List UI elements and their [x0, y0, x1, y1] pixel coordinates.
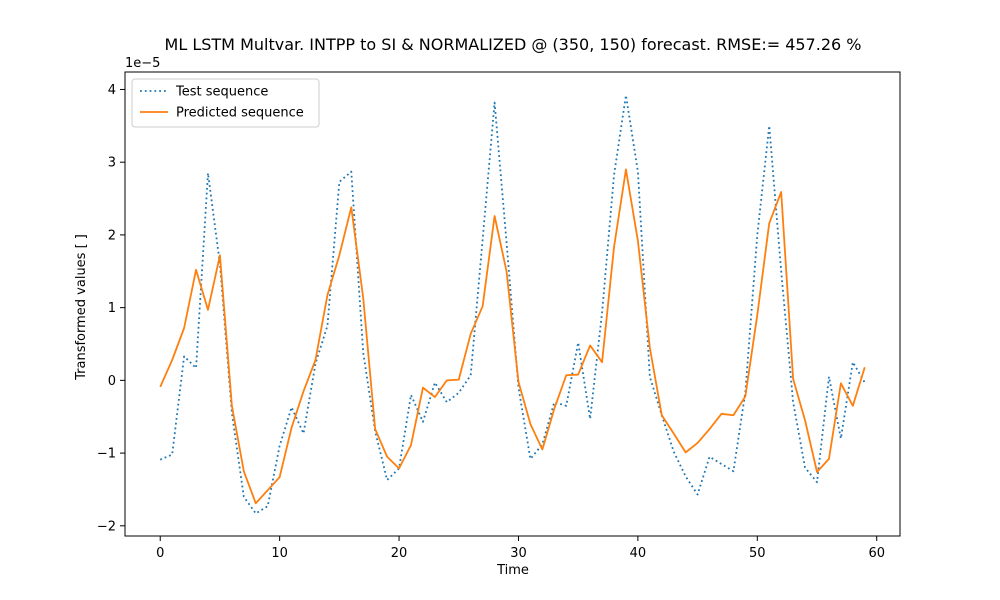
series-group — [159, 94, 866, 515]
y-tick-label: −2 — [97, 519, 116, 534]
x-tick-label: 60 — [868, 546, 885, 561]
series-line-test-sequence — [159, 94, 866, 515]
chart-title: ML LSTM Multvar. INTPP to SI & NORMALIZE… — [165, 35, 862, 54]
series-line-predicted-sequence — [159, 168, 866, 505]
y-tick-label: 4 — [108, 83, 116, 98]
x-tick-label: 0 — [156, 546, 164, 561]
legend-label: Test sequence — [175, 85, 268, 100]
x-tick-label: 50 — [749, 546, 766, 561]
y-tick-label: 2 — [108, 228, 116, 243]
y-tick-label: 1 — [108, 301, 116, 316]
y-axis-label: Transformed values [ ] — [74, 234, 89, 381]
y-tick-label: −1 — [97, 447, 116, 462]
x-tick-label: 20 — [391, 546, 408, 561]
x-tick-label: 40 — [630, 546, 647, 561]
legend-label: Predicted sequence — [176, 106, 304, 121]
legend: Test sequence Predicted sequence — [131, 78, 320, 128]
x-tick-label: 30 — [510, 546, 527, 561]
y-axis-offset-text: 1e−5 — [125, 56, 160, 71]
y-tick-label: 0 — [108, 374, 116, 389]
legend-box — [131, 78, 320, 128]
plot-area-frame — [124, 71, 901, 537]
ticks-group: 0 10 20 30 40 50 60 −2 −1 0 1 2 3 4 — [97, 83, 885, 561]
x-tick-label: 10 — [271, 546, 288, 561]
y-tick-label: 3 — [108, 156, 116, 171]
x-axis-label: Time — [496, 563, 529, 578]
